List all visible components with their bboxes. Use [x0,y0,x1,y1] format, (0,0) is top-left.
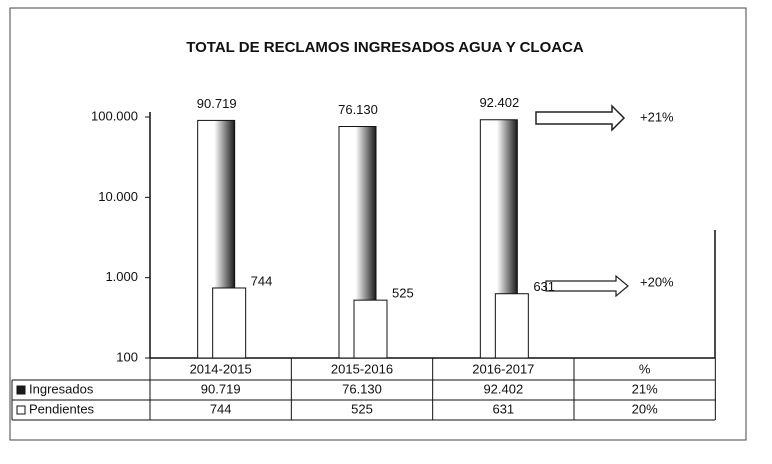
table-header: 2015-2016 [331,361,393,376]
arrow [545,274,629,298]
annotation: +20% [640,274,674,289]
table-cell: 90.719 [201,381,241,396]
table-cell: 21% [632,381,658,396]
value-label: 90.719 [197,96,237,111]
table-header: 2016-2017 [472,361,534,376]
value-label: 631 [533,279,555,294]
bar [494,293,529,359]
value-label: 76.130 [338,102,378,117]
y-tick-label: 10.000 [98,189,138,204]
arrow [535,104,626,132]
value-label: 525 [392,286,414,301]
y-tick-label: 100.000 [91,108,138,123]
bar [353,299,388,359]
value-label: 92.402 [479,95,519,110]
legend-label: Ingresados [29,381,94,396]
table-cell: 92.402 [483,381,523,396]
y-tick-label: 1.000 [105,269,138,284]
y-tick-label: 100 [116,349,138,364]
value-label: 744 [251,273,273,288]
bar [212,287,247,359]
table-cell: 76.130 [342,381,382,396]
legend-label: Pendientes [29,401,95,416]
chart-border [9,7,747,441]
legend-swatch [16,385,26,395]
table-cell: 525 [351,401,373,416]
annotation: +21% [640,109,674,124]
table-cell: 20% [632,401,658,416]
chart-title: TOTAL DE RECLAMOS INGRESADOS AGUA Y CLOA… [186,39,584,56]
table-header: % [639,361,651,376]
legend-swatch [16,405,26,415]
table-cell: 631 [492,401,514,416]
table-header: 2014-2015 [190,361,252,376]
table-cell: 744 [210,401,232,416]
